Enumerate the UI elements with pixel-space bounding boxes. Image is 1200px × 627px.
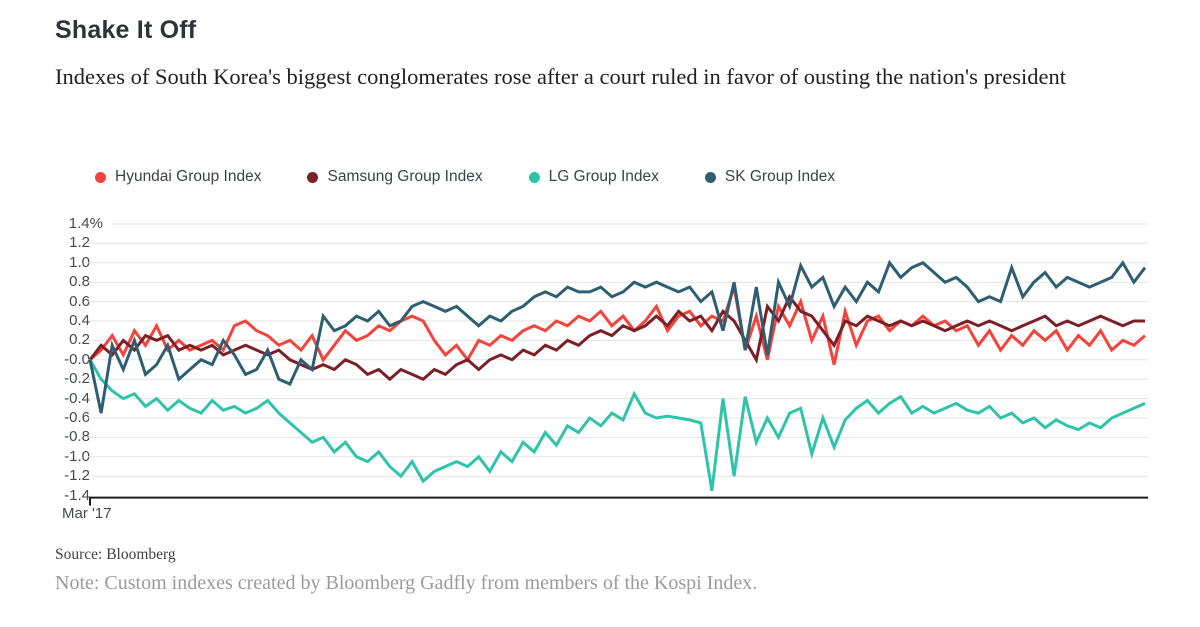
- y-tick-label: -1.4: [64, 486, 90, 504]
- chart-subtitle: Indexes of South Korea's biggest conglom…: [55, 64, 1066, 89]
- legend-item: Hyundai Group Index: [95, 168, 261, 186]
- y-tick-label: 1.0: [69, 253, 90, 271]
- y-tick-label: -0.6: [64, 409, 90, 426]
- y-tick-label: -0.8: [64, 428, 90, 446]
- y-tick-label: -0.2: [64, 370, 90, 388]
- y-tick-label: 0.4: [69, 312, 90, 329]
- series-line-sk: [88, 259, 1147, 414]
- legend-label: Samsung Group Index: [327, 168, 483, 185]
- legend-dot-icon: [704, 171, 716, 183]
- y-tick-label: 0.6: [69, 292, 90, 310]
- legend-item: SK Group Index: [704, 168, 836, 186]
- note-text: Note: Custom indexes created by Bloomber…: [55, 572, 758, 594]
- chart-legend: Hyundai Group Index Samsung Group Index LG…: [95, 168, 835, 186]
- y-tick-label: -1.2: [64, 467, 90, 485]
- legend-item: Samsung Group Index: [307, 168, 483, 186]
- y-tick-label: 0.8: [69, 273, 90, 291]
- legend-item: LG Group Index: [528, 168, 659, 186]
- y-tick-label: 1.2: [69, 234, 90, 252]
- legend-dot-icon: [307, 171, 319, 183]
- y-tick-label: 0.2: [69, 331, 90, 349]
- y-tick-label: -0.4: [64, 389, 90, 407]
- y-tick-label: -0.0: [64, 350, 90, 368]
- legend-dot-icon: [528, 171, 540, 183]
- x-axis-start-label: Mar '17: [62, 505, 112, 522]
- legend-label: Hyundai Group Index: [115, 168, 262, 185]
- series-line-hyundai: [89, 286, 1146, 365]
- source-text: Source: Bloomberg: [55, 546, 176, 563]
- chart-title: Shake It Off: [55, 16, 197, 44]
- legend-label: SK Group Index: [724, 168, 836, 185]
- y-tick-label: 1.4%: [68, 215, 103, 232]
- x-axis-line: [89, 496, 1148, 506]
- legend-label: LG Group Index: [548, 168, 659, 185]
- series-line-samsung: [88, 293, 1145, 382]
- y-tick-label: -1.0: [64, 447, 90, 465]
- legend-dot-icon: [95, 171, 106, 183]
- series-line-lg: [88, 359, 1146, 492]
